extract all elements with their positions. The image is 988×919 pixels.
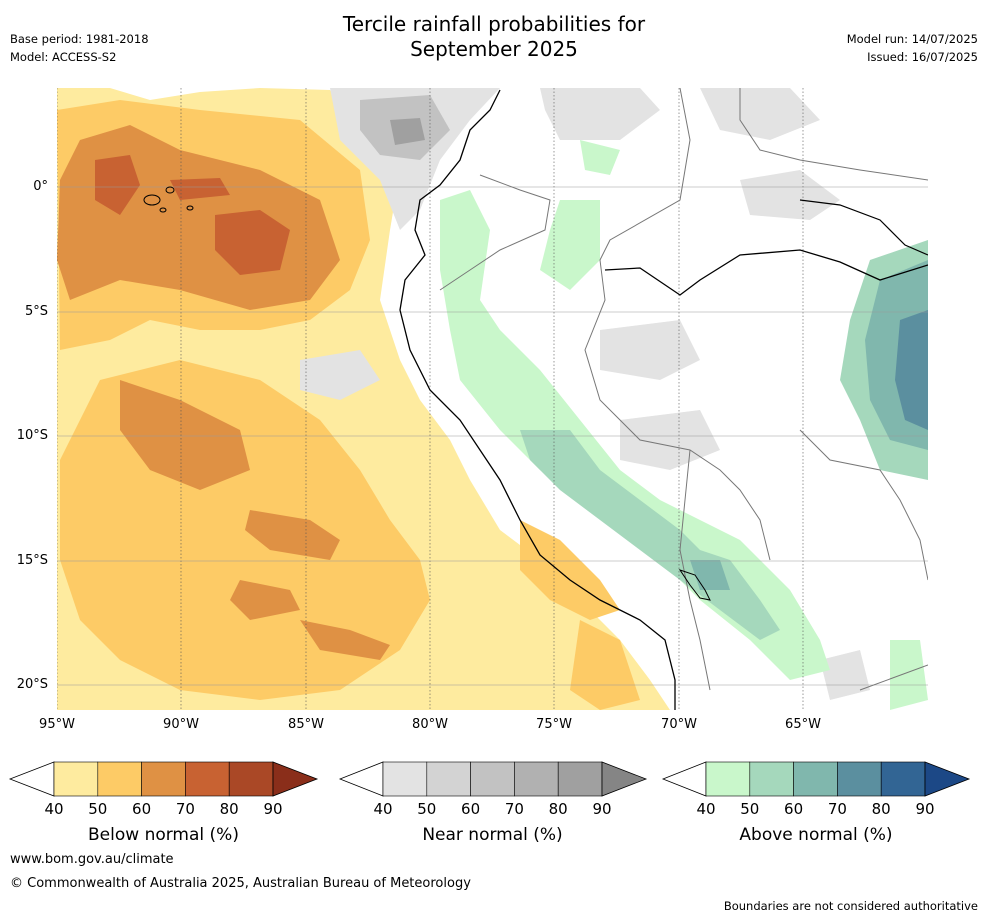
legend-near-tick-70: 70 [504,800,524,818]
lon-label-65w: 65°W [785,717,821,732]
coastline [399,89,676,710]
legend-below-swatch-1 [53,761,99,797]
lon-label-75w: 75°W [536,717,572,732]
legend-below-tick-80: 80 [219,800,239,818]
legend-near-swatch-1 [382,761,428,797]
issued-date: Issued: 16/07/2025 [867,50,978,64]
legend-above-swatch-4 [837,761,882,797]
rio-negro [799,199,928,256]
legend-title-above: Above normal (%) [739,825,893,845]
legend-title-near: Near normal (%) [422,825,563,845]
legend-above-swatch-1 [705,761,751,797]
legend-above-high-arrow [924,761,971,797]
legend-below-high-arrow [272,761,319,797]
title-line-1: Tercile rainfall probabilities for [342,12,646,36]
below-normal-80-region [95,155,290,275]
galapagos-islands [143,186,194,213]
above-normal-50-region [440,140,928,710]
legend-near-low-arrow [338,761,384,797]
legend-below-tick-40: 40 [44,800,64,818]
lat-label-5s: 5°S [24,304,48,319]
copyright: © Commonwealth of Australia 2025, Austra… [10,876,471,891]
base-period: Base period: 1981-2018 [10,32,149,46]
legend-near-tick-60: 60 [461,800,481,818]
map-title: Tercile rainfall probabilities for Septe… [0,12,988,62]
lat-label-0: 0° [33,179,48,194]
legend-above-tick-80: 80 [871,800,891,818]
legend-near-swatch-3 [470,761,515,797]
lat-label-20s: 20°S [16,677,48,692]
map-area [57,88,928,710]
near-normal-50-region [300,88,870,700]
disclaimer: Boundaries are not considered authoritat… [723,899,978,913]
amazon-river [604,249,928,296]
legend-near-swatch-5 [557,761,603,797]
legend-below-tick-90: 90 [263,800,283,818]
above-normal-70-region [690,260,928,590]
legend-near-tick-50: 50 [417,800,437,818]
legend-near-swatch-2 [426,761,471,797]
below-normal-70-region [57,125,390,660]
lat-label-15s: 15°S [16,553,48,568]
lat-label-10s: 10°S [16,428,48,443]
lon-label-70w: 70°W [661,717,697,732]
legend-colorbars [8,761,971,797]
legend-above-tick-50: 50 [740,800,760,818]
legend-below-tick-70: 70 [175,800,195,818]
legend-below-tick-60: 60 [132,800,152,818]
lake-titicaca [678,569,711,601]
legend-near-high-arrow [601,761,648,797]
lon-label-85w: 85°W [288,717,324,732]
legend-below-swatch-5 [228,761,274,797]
legend-near-swatch-4 [514,761,559,797]
model-name: Model: ACCESS-S2 [10,50,117,64]
title-line-2: September 2025 [410,37,578,61]
legend-above-tick-40: 40 [696,800,716,818]
legend-above-low-arrow [661,761,707,797]
legend-above-swatch-5 [880,761,926,797]
legend-above-tick-90: 90 [915,800,935,818]
model-run: Model run: 14/07/2025 [846,32,978,46]
meridians [57,88,804,710]
lon-label-90w: 90°W [163,717,199,732]
legend-above-tick-70: 70 [827,800,847,818]
near-normal-70-region [390,118,425,145]
footer-url: www.bom.gov.au/climate [10,852,174,867]
parallels [57,186,928,686]
lon-label-95w: 95°W [39,717,75,732]
legend-near-tick-90: 90 [592,800,612,818]
legend-below-swatch-2 [97,761,142,797]
meta-left: Base period: 1981-2018 Model: ACCESS-S2 [10,30,149,66]
legend-above-swatch-2 [749,761,794,797]
country-borders [439,88,928,691]
legend-below-swatch-3 [141,761,186,797]
meta-right: Model run: 14/07/2025 Issued: 16/07/2025 [847,30,978,66]
legend-below-low-arrow [8,761,55,797]
legend-near-tick-80: 80 [548,800,568,818]
above-normal-80-region [895,310,928,430]
legend-title-below: Below normal (%) [88,825,239,845]
legend-above-tick-60: 60 [784,800,804,818]
legend-below-swatch-4 [185,761,230,797]
legend-below-tick-50: 50 [88,800,108,818]
legend-near-tick-40: 40 [373,800,393,818]
legend-above-swatch-3 [793,761,838,797]
lon-label-80w: 80°W [412,717,448,732]
